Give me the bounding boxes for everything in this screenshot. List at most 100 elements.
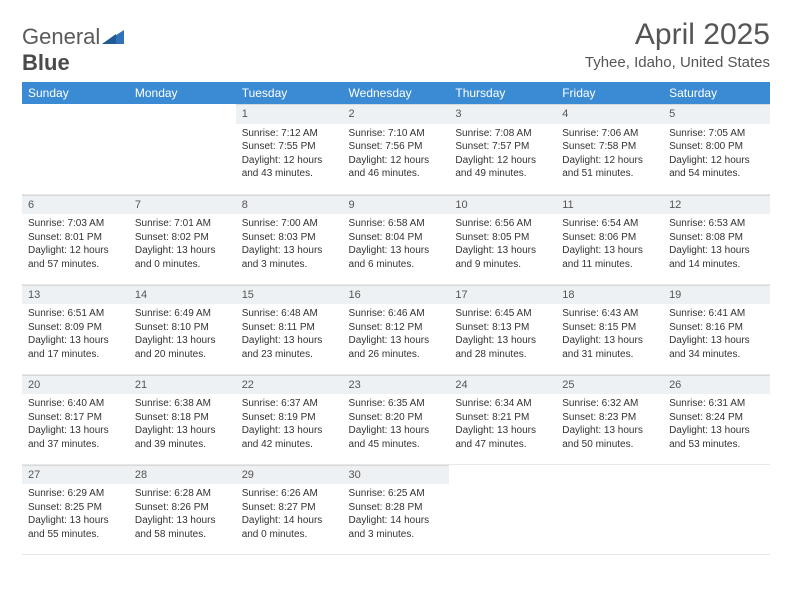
calendar-row: 27Sunrise: 6:29 AMSunset: 8:25 PMDayligh… [22,464,770,554]
calendar-cell: 5Sunrise: 7:05 AMSunset: 8:00 PMDaylight… [663,104,770,194]
day-data: Sunrise: 6:35 AMSunset: 8:20 PMDaylight:… [343,394,450,455]
day-number: 7 [129,195,236,215]
page-title: April 2025 [585,18,770,52]
day-header: Thursday [449,82,556,104]
day-data: Sunrise: 6:37 AMSunset: 8:19 PMDaylight:… [236,394,343,455]
day-number: 2 [343,104,450,124]
day-data: Sunrise: 6:46 AMSunset: 8:12 PMDaylight:… [343,304,450,365]
calendar-cell: 19Sunrise: 6:41 AMSunset: 8:16 PMDayligh… [663,284,770,374]
logo-text: General Blue [22,24,124,76]
day-number: 9 [343,195,450,215]
day-data: Sunrise: 6:56 AMSunset: 8:05 PMDaylight:… [449,214,556,275]
location: Tyhee, Idaho, United States [585,54,770,71]
day-number: 26 [663,375,770,395]
day-data: Sunrise: 7:03 AMSunset: 8:01 PMDaylight:… [22,214,129,275]
calendar-cell: 29Sunrise: 6:26 AMSunset: 8:27 PMDayligh… [236,464,343,554]
day-number: 28 [129,465,236,485]
calendar-cell: 2Sunrise: 7:10 AMSunset: 7:56 PMDaylight… [343,104,450,194]
calendar-row: 1Sunrise: 7:12 AMSunset: 7:55 PMDaylight… [22,104,770,194]
day-number: 16 [343,285,450,305]
calendar-cell: 8Sunrise: 7:00 AMSunset: 8:03 PMDaylight… [236,194,343,284]
page: General Blue April 2025 Tyhee, Idaho, Un… [0,0,792,565]
day-number: 3 [449,104,556,124]
calendar-cell: 24Sunrise: 6:34 AMSunset: 8:21 PMDayligh… [449,374,556,464]
day-data: Sunrise: 6:54 AMSunset: 8:06 PMDaylight:… [556,214,663,275]
calendar-cell: 11Sunrise: 6:54 AMSunset: 8:06 PMDayligh… [556,194,663,284]
day-data: Sunrise: 6:48 AMSunset: 8:11 PMDaylight:… [236,304,343,365]
day-data: Sunrise: 6:29 AMSunset: 8:25 PMDaylight:… [22,484,129,545]
day-data: Sunrise: 6:26 AMSunset: 8:27 PMDaylight:… [236,484,343,545]
day-number: 25 [556,375,663,395]
calendar-cell: 28Sunrise: 6:28 AMSunset: 8:26 PMDayligh… [129,464,236,554]
calendar-row: 6Sunrise: 7:03 AMSunset: 8:01 PMDaylight… [22,194,770,284]
day-number: 11 [556,195,663,215]
calendar-cell: 30Sunrise: 6:25 AMSunset: 8:28 PMDayligh… [343,464,450,554]
calendar-cell [663,464,770,554]
day-data: Sunrise: 7:01 AMSunset: 8:02 PMDaylight:… [129,214,236,275]
calendar-cell [556,464,663,554]
day-number: 19 [663,285,770,305]
day-header: Tuesday [236,82,343,104]
calendar-row: 13Sunrise: 6:51 AMSunset: 8:09 PMDayligh… [22,284,770,374]
day-data: Sunrise: 6:38 AMSunset: 8:18 PMDaylight:… [129,394,236,455]
day-number: 1 [236,104,343,124]
day-number: 27 [22,465,129,485]
day-data: Sunrise: 6:34 AMSunset: 8:21 PMDaylight:… [449,394,556,455]
day-data: Sunrise: 6:58 AMSunset: 8:04 PMDaylight:… [343,214,450,275]
day-data: Sunrise: 6:41 AMSunset: 8:16 PMDaylight:… [663,304,770,365]
day-number: 13 [22,285,129,305]
calendar-cell: 18Sunrise: 6:43 AMSunset: 8:15 PMDayligh… [556,284,663,374]
day-data: Sunrise: 7:00 AMSunset: 8:03 PMDaylight:… [236,214,343,275]
calendar-row: 20Sunrise: 6:40 AMSunset: 8:17 PMDayligh… [22,374,770,464]
day-header: Saturday [663,82,770,104]
header: General Blue April 2025 Tyhee, Idaho, Un… [22,18,770,76]
day-data: Sunrise: 7:05 AMSunset: 8:00 PMDaylight:… [663,124,770,185]
title-block: April 2025 Tyhee, Idaho, United States [585,18,770,71]
calendar-cell: 23Sunrise: 6:35 AMSunset: 8:20 PMDayligh… [343,374,450,464]
day-number: 5 [663,104,770,124]
calendar-cell [22,104,129,194]
calendar-cell: 22Sunrise: 6:37 AMSunset: 8:19 PMDayligh… [236,374,343,464]
calendar-body: 1Sunrise: 7:12 AMSunset: 7:55 PMDaylight… [22,104,770,554]
day-number: 30 [343,465,450,485]
logo-part2: Blue [22,50,70,75]
calendar-cell: 27Sunrise: 6:29 AMSunset: 8:25 PMDayligh… [22,464,129,554]
calendar-cell: 25Sunrise: 6:32 AMSunset: 8:23 PMDayligh… [556,374,663,464]
calendar-cell: 9Sunrise: 6:58 AMSunset: 8:04 PMDaylight… [343,194,450,284]
day-number: 4 [556,104,663,124]
calendar-cell: 13Sunrise: 6:51 AMSunset: 8:09 PMDayligh… [22,284,129,374]
calendar-cell: 20Sunrise: 6:40 AMSunset: 8:17 PMDayligh… [22,374,129,464]
day-number: 20 [22,375,129,395]
day-data: Sunrise: 6:53 AMSunset: 8:08 PMDaylight:… [663,214,770,275]
calendar-cell: 15Sunrise: 6:48 AMSunset: 8:11 PMDayligh… [236,284,343,374]
day-number: 17 [449,285,556,305]
day-header: Sunday [22,82,129,104]
calendar-cell [129,104,236,194]
calendar-head: SundayMondayTuesdayWednesdayThursdayFrid… [22,82,770,104]
logo-part1: General [22,24,100,49]
calendar-cell: 3Sunrise: 7:08 AMSunset: 7:57 PMDaylight… [449,104,556,194]
day-data: Sunrise: 7:08 AMSunset: 7:57 PMDaylight:… [449,124,556,185]
day-data: Sunrise: 6:45 AMSunset: 8:13 PMDaylight:… [449,304,556,365]
calendar-cell: 10Sunrise: 6:56 AMSunset: 8:05 PMDayligh… [449,194,556,284]
calendar-cell: 21Sunrise: 6:38 AMSunset: 8:18 PMDayligh… [129,374,236,464]
day-data: Sunrise: 6:51 AMSunset: 8:09 PMDaylight:… [22,304,129,365]
day-number: 21 [129,375,236,395]
logo-mark-icon [102,24,124,50]
day-data: Sunrise: 6:28 AMSunset: 8:26 PMDaylight:… [129,484,236,545]
calendar-cell: 16Sunrise: 6:46 AMSunset: 8:12 PMDayligh… [343,284,450,374]
day-number: 24 [449,375,556,395]
logo: General Blue [22,18,124,76]
calendar-cell: 1Sunrise: 7:12 AMSunset: 7:55 PMDaylight… [236,104,343,194]
day-header: Monday [129,82,236,104]
day-data: Sunrise: 6:49 AMSunset: 8:10 PMDaylight:… [129,304,236,365]
day-number: 12 [663,195,770,215]
day-header: Wednesday [343,82,450,104]
day-data: Sunrise: 7:06 AMSunset: 7:58 PMDaylight:… [556,124,663,185]
calendar-cell: 26Sunrise: 6:31 AMSunset: 8:24 PMDayligh… [663,374,770,464]
day-number: 10 [449,195,556,215]
calendar-cell: 14Sunrise: 6:49 AMSunset: 8:10 PMDayligh… [129,284,236,374]
day-number: 29 [236,465,343,485]
day-data: Sunrise: 7:10 AMSunset: 7:56 PMDaylight:… [343,124,450,185]
day-data: Sunrise: 6:25 AMSunset: 8:28 PMDaylight:… [343,484,450,545]
